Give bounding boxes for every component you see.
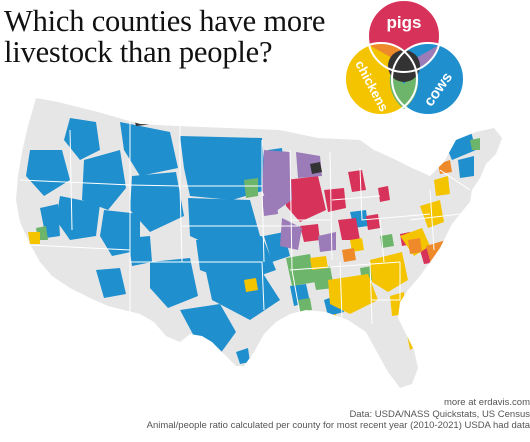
credit-method: Animal/people ratio calculated per count… <box>146 420 530 431</box>
all-three-overlap <box>388 50 420 82</box>
cow-counties <box>26 118 476 364</box>
venn-legend: pigs chickens cows <box>344 0 465 116</box>
credit-source: Data: USDA/NASS Quickstats, US Census <box>349 408 530 420</box>
state-borders <box>19 110 471 325</box>
map-title: Which counties have more livestock than … <box>4 4 326 69</box>
credit-website: more at erdavis.com <box>443 397 530 408</box>
legend-label-pigs: pigs <box>387 13 422 32</box>
credits: more at erdavis.com Data: USDA/NASS Quic… <box>110 397 530 432</box>
